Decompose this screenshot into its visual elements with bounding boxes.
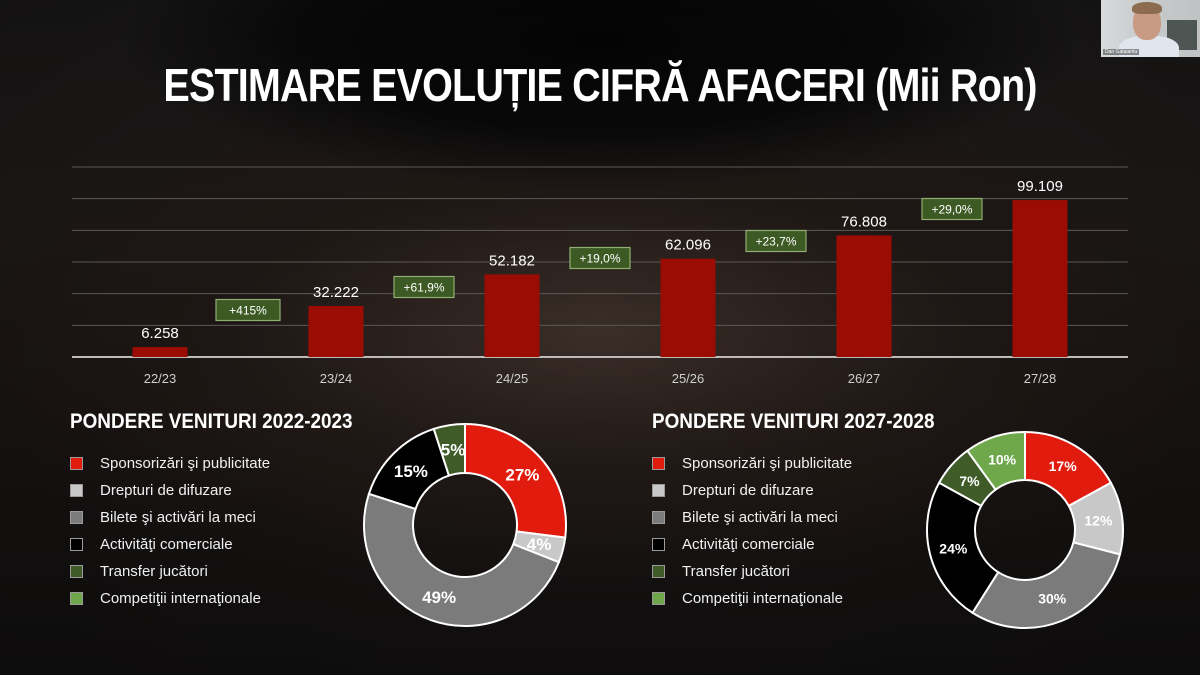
bar-value-label: 6.258 [141,325,179,342]
participant-hair [1132,2,1162,14]
x-tick-label: 25/26 [672,371,705,386]
legend-item: Activităţi comerciale [70,531,270,558]
legend-label: Bilete şi activări la meci [682,509,838,526]
x-tick-label: 24/25 [496,371,529,386]
bar-value-label: 62.096 [665,237,711,254]
legend-item: Drepturi de difuzare [70,477,270,504]
bar [132,347,188,357]
right-donut-legend: Sponsorizări şi publicitate Drepturi de d… [652,450,852,612]
bar-value-label: 32.222 [313,284,359,301]
legend-label: Activităţi comerciale [100,536,233,553]
left-donut-legend: Sponsorizări şi publicitate Drepturi de d… [70,450,270,612]
legend-swatch-icon [70,484,83,497]
right-donut-title: PONDERE VENITURI 2027-2028 [652,410,935,433]
legend-label: Competiţii internaţionale [682,590,843,607]
donut-percent-label: 27% [505,465,539,484]
donut-segment [464,422,567,539]
growth-badge [921,197,983,221]
growth-label: +29,0% [931,203,972,217]
growth-label: +19,0% [579,252,620,266]
x-tick-label: 27/28 [1024,371,1057,386]
participant-name: Dan Gataiantu [1103,49,1140,55]
legend-item: Bilete şi activări la meci [70,504,270,531]
growth-label: +23,7% [755,235,796,249]
legend-item: Sponsorizări şi publicitate [70,450,270,477]
donut-percent-label: 15% [394,462,428,481]
legend-swatch-icon [652,484,665,497]
donut-segment [971,541,1122,629]
legend-item: Activităţi comerciale [652,531,852,558]
legend-label: Transfer jucători [100,563,208,580]
legend-label: Bilete şi activări la meci [100,509,256,526]
x-tick-label: 22/23 [144,371,177,386]
growth-badge [215,298,281,322]
legend-swatch-icon [70,592,83,605]
growth-badge [745,229,807,253]
legend-swatch-icon [652,592,665,605]
bar [484,274,540,357]
bar [660,258,716,357]
donut-percent-label: 5% [441,440,466,459]
right-donut-chart: 17% 12% 30% 24% 7% 10% [926,430,1124,629]
webcam-thumbnail[interactable]: Dan Gataiantu [1101,0,1200,57]
legend-label: Sponsorizări şi publicitate [682,455,853,472]
donut-segment [363,492,561,627]
bar [836,235,892,357]
donut-percent-label: 10% [988,452,1017,468]
donut-segment [966,430,1026,491]
legend-label: Transfer jucători [682,563,790,580]
bar-value-label: 99.109 [1017,178,1063,195]
legend-swatch-icon [70,565,83,578]
legend-item: Bilete şi activări la meci [652,504,852,531]
legend-label: Drepturi de difuzare [100,482,232,499]
legend-item: Transfer jucători [70,558,270,585]
x-tick-label: 26/27 [848,371,881,386]
legend-item: Drepturi de difuzare [652,477,852,504]
donut-segment [926,481,1000,615]
legend-swatch-icon [70,457,83,470]
legend-swatch-icon [70,511,83,524]
x-tick-label: 23/24 [320,371,353,386]
donut-percent-label: 7% [959,473,980,489]
legend-label: Activităţi comerciale [682,536,815,553]
slide-title: ESTIMARE EVOLUȚIE CIFRĂ AFACERI (Mii Ron… [163,59,1037,111]
growth-badge [569,246,631,270]
legend-item: Competiţii internaţionale [652,585,852,612]
growth-badge [393,275,455,299]
donut-percent-label: 12% [1084,513,1113,529]
bar-value-label: 52.182 [489,252,535,269]
legend-swatch-icon [70,538,83,551]
legend-swatch-icon [652,565,665,578]
donut-percent-label: 17% [1049,458,1078,474]
donut-percent-label: 30% [1038,591,1067,607]
donut-segment [432,422,466,477]
left-donut-title: PONDERE VENITURI 2022-2023 [70,410,353,433]
participant-shirt [1119,36,1179,57]
donut-percent-label: 49% [422,588,456,607]
legend-item: Competiţii internaţionale [70,585,270,612]
bar [1012,200,1068,357]
growth-label: +415% [229,304,267,318]
legend-label: Sponsorizări şi publicitate [100,455,271,472]
legend-swatch-icon [652,538,665,551]
growth-label: +61,9% [403,281,444,295]
revenue-bar-chart: 6.258 22/23 32.222 23/24 52.182 24/25 62.096 25… [72,166,1128,386]
legend-item: Sponsorizări şi publicitate [652,450,852,477]
donut-percent-label: 4% [527,535,552,554]
bar-value-label: 76.808 [841,213,887,230]
legend-label: Drepturi de difuzare [682,482,814,499]
donut-percent-label: 24% [939,540,968,556]
legend-swatch-icon [652,511,665,524]
bar [308,305,364,357]
legend-swatch-icon [652,457,665,470]
legend-item: Transfer jucători [652,558,852,585]
legend-label: Competiţii internaţionale [100,590,261,607]
left-donut-chart: 27% 4% 49% 15% 5% [363,422,567,627]
